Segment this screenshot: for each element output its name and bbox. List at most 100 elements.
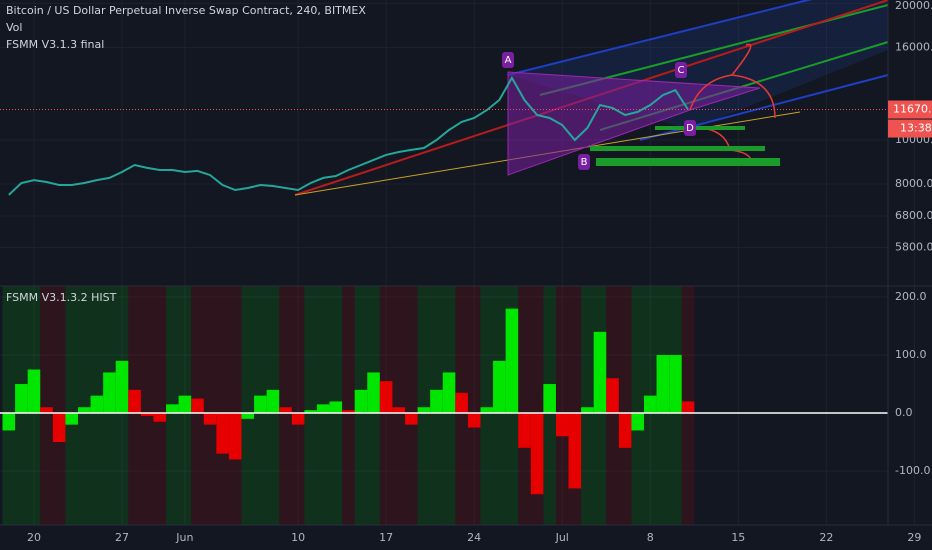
hist-bar	[40, 407, 53, 414]
hist-bar	[266, 389, 280, 414]
hist-background	[153, 286, 167, 525]
hist-bar	[166, 404, 179, 414]
hist-bar	[90, 395, 104, 414]
support-zone	[590, 146, 765, 151]
x-tick-label: Jun	[175, 531, 193, 544]
pattern-label-box	[675, 62, 687, 78]
countdown-tag	[888, 119, 932, 138]
hist-bar	[417, 407, 431, 414]
hist-background	[52, 286, 66, 525]
hist-bar	[568, 413, 582, 489]
hist-bar	[128, 389, 141, 414]
countdown-label: 13:38	[900, 122, 932, 135]
hist-bar	[254, 395, 267, 414]
hist-background	[618, 286, 632, 525]
hist-background	[631, 286, 644, 525]
hist-bar	[178, 395, 192, 414]
last-price-tag	[888, 100, 932, 119]
hist-bar	[631, 413, 644, 431]
hist-background	[392, 286, 406, 525]
x-tick-label: 24	[467, 531, 481, 544]
hist-bar	[555, 413, 569, 437]
hist-bar	[430, 389, 443, 414]
y-tick-label: 8000.0	[895, 177, 932, 190]
hist-background	[77, 286, 91, 525]
hist-bar	[354, 389, 368, 414]
hist-bar	[467, 413, 481, 428]
hist-background	[291, 286, 305, 525]
price-line	[8, 75, 689, 196]
hist-bar	[643, 395, 657, 414]
hist-bar	[455, 392, 468, 414]
pitchfork-line	[507, 0, 813, 76]
hist-bar	[681, 401, 695, 414]
hist-background	[405, 286, 418, 525]
pattern-label-box	[502, 52, 514, 68]
x-tick-label: 20	[27, 531, 41, 544]
hist-background	[65, 286, 78, 525]
hist-background	[568, 286, 582, 525]
hist-bar	[518, 413, 531, 448]
pattern-label: C	[678, 65, 685, 76]
hist-bar	[493, 360, 506, 414]
hist-bar	[2, 413, 16, 431]
hist-background	[228, 286, 242, 525]
hist-bar	[191, 398, 204, 414]
pattern-label-box	[684, 120, 696, 136]
hist-bar	[606, 378, 619, 414]
hist-bar	[103, 372, 116, 414]
hist-background	[342, 286, 355, 525]
pattern-label: A	[505, 55, 512, 66]
x-tick-label: 27	[115, 531, 129, 544]
histogram-pane	[0, 286, 888, 525]
hist-background	[480, 286, 494, 525]
hist-bar	[304, 410, 317, 414]
x-tick-label: 22	[819, 531, 833, 544]
last-price-label: 11670.5	[893, 103, 932, 116]
hist-bar	[77, 407, 91, 414]
hist-bar	[656, 355, 670, 414]
price-pane	[0, 75, 888, 196]
hist-bar	[543, 384, 556, 414]
pattern-label-box	[578, 154, 590, 170]
volume-label: Vol	[6, 21, 22, 34]
hist-bar	[442, 372, 456, 414]
hist-bar	[52, 413, 66, 443]
x-tick-label: 10	[291, 531, 305, 544]
hist-bar	[618, 413, 632, 448]
hist-bar	[480, 407, 494, 414]
hist-bar	[140, 413, 154, 416]
x-tick-label: 17	[379, 531, 393, 544]
y-tick-label: 200.0	[895, 290, 927, 303]
y-tick-label: -100.0	[895, 464, 930, 477]
hist-bar	[367, 372, 380, 414]
hist-bar	[291, 413, 305, 425]
hist-background	[2, 286, 16, 525]
hist-background	[304, 286, 317, 525]
pattern-label: D	[686, 123, 694, 134]
hist-bar	[669, 355, 682, 414]
hist-background	[140, 286, 154, 525]
hist-background	[467, 286, 481, 525]
symbol-title: Bitcoin / US Dollar Perpetual Inverse Sw…	[6, 4, 366, 17]
hist-background	[241, 286, 255, 525]
support-zones	[590, 126, 780, 166]
hist-bar	[505, 308, 519, 414]
hist-background	[40, 286, 53, 525]
hist-background	[555, 286, 569, 525]
y-tick-label: 16000.0	[895, 40, 932, 53]
x-tick-label: 15	[731, 531, 745, 544]
x-tick-label: 29	[907, 531, 921, 544]
indicator-label: FSMM V3.1.3 final	[6, 38, 104, 51]
hist-bar	[392, 407, 406, 414]
hist-bar	[228, 413, 242, 460]
hist-bar	[329, 401, 343, 414]
hist-bar	[216, 413, 229, 454]
y-tick-label: 6800.0	[895, 209, 932, 222]
hist-background	[279, 286, 292, 525]
hist-bar	[316, 404, 330, 414]
hist-bar	[593, 331, 607, 414]
projection-arrow	[731, 74, 776, 119]
hist-bar	[203, 413, 217, 425]
